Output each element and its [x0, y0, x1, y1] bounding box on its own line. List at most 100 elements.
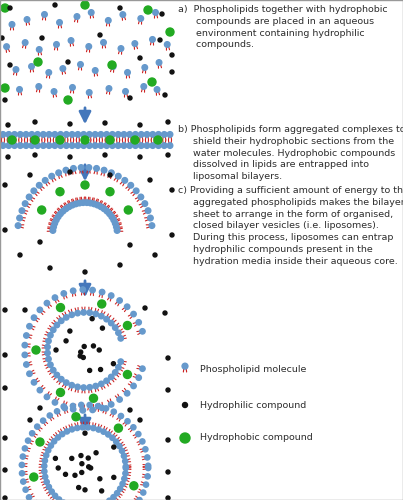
Circle shape [23, 143, 29, 148]
Circle shape [137, 498, 142, 500]
Circle shape [54, 217, 59, 222]
Circle shape [28, 173, 32, 177]
Circle shape [58, 318, 64, 324]
Circle shape [138, 132, 144, 137]
Circle shape [68, 155, 72, 159]
Circle shape [109, 214, 114, 220]
Circle shape [46, 338, 51, 344]
Circle shape [108, 170, 114, 175]
Circle shape [24, 362, 29, 367]
Circle shape [41, 418, 46, 424]
Circle shape [63, 206, 69, 212]
Circle shape [87, 465, 91, 469]
Circle shape [90, 288, 95, 293]
Circle shape [183, 402, 187, 407]
Circle shape [64, 143, 69, 148]
Circle shape [9, 22, 15, 27]
Circle shape [64, 96, 72, 104]
Circle shape [90, 407, 95, 412]
Circle shape [87, 143, 92, 148]
Circle shape [68, 38, 74, 44]
Circle shape [52, 143, 58, 148]
Circle shape [158, 38, 162, 42]
Circle shape [148, 178, 152, 182]
Circle shape [36, 182, 42, 188]
Circle shape [79, 402, 84, 407]
Circle shape [22, 342, 27, 348]
Circle shape [123, 88, 128, 94]
Circle shape [41, 143, 46, 148]
Circle shape [166, 438, 170, 442]
Circle shape [140, 366, 145, 372]
Circle shape [111, 409, 116, 414]
Circle shape [125, 390, 130, 396]
Circle shape [17, 86, 22, 92]
Circle shape [98, 300, 106, 308]
Circle shape [19, 462, 25, 468]
Circle shape [106, 136, 114, 144]
Circle shape [140, 439, 145, 444]
Circle shape [56, 170, 61, 175]
Circle shape [83, 488, 87, 492]
Circle shape [88, 200, 93, 206]
Circle shape [127, 143, 133, 148]
Circle shape [96, 427, 101, 432]
Circle shape [104, 378, 109, 384]
Circle shape [71, 288, 76, 294]
Circle shape [144, 6, 152, 14]
Circle shape [115, 132, 121, 137]
Circle shape [6, 132, 12, 137]
Circle shape [55, 435, 60, 440]
Circle shape [42, 469, 47, 474]
Circle shape [58, 211, 63, 216]
Circle shape [42, 458, 48, 463]
Circle shape [60, 66, 66, 71]
Circle shape [180, 433, 190, 443]
Circle shape [74, 14, 80, 20]
Circle shape [108, 61, 116, 69]
Text: c) Providing a sufficient amount of energy to the
     aggregated phospholipids : c) Providing a sufficient amount of ener… [178, 186, 403, 266]
Circle shape [30, 473, 38, 481]
Circle shape [106, 18, 111, 23]
Circle shape [8, 63, 12, 67]
Circle shape [58, 132, 63, 137]
Circle shape [138, 155, 142, 159]
Circle shape [50, 228, 56, 234]
Circle shape [3, 386, 7, 390]
Circle shape [125, 70, 130, 75]
Circle shape [104, 132, 110, 137]
Circle shape [31, 188, 37, 194]
Circle shape [166, 28, 174, 36]
Circle shape [112, 220, 118, 226]
Circle shape [138, 123, 142, 127]
Circle shape [87, 310, 92, 316]
Circle shape [33, 153, 37, 157]
Circle shape [166, 496, 170, 500]
Circle shape [166, 356, 170, 360]
Circle shape [104, 208, 110, 214]
Circle shape [114, 228, 120, 234]
Circle shape [84, 200, 89, 205]
Circle shape [120, 481, 125, 486]
Circle shape [91, 344, 96, 348]
Circle shape [54, 348, 58, 352]
Circle shape [101, 206, 107, 212]
Circle shape [112, 445, 116, 449]
Circle shape [90, 316, 94, 320]
Circle shape [78, 62, 83, 67]
Circle shape [73, 201, 79, 206]
Circle shape [119, 448, 125, 454]
Circle shape [124, 206, 132, 214]
Circle shape [29, 430, 35, 436]
Circle shape [46, 143, 52, 148]
Circle shape [41, 132, 46, 137]
Circle shape [150, 132, 156, 137]
Circle shape [110, 435, 115, 440]
Circle shape [167, 132, 173, 137]
Circle shape [20, 454, 25, 459]
Circle shape [154, 136, 162, 144]
Circle shape [72, 413, 80, 421]
Circle shape [23, 132, 29, 137]
Circle shape [70, 456, 74, 460]
Circle shape [86, 164, 91, 170]
